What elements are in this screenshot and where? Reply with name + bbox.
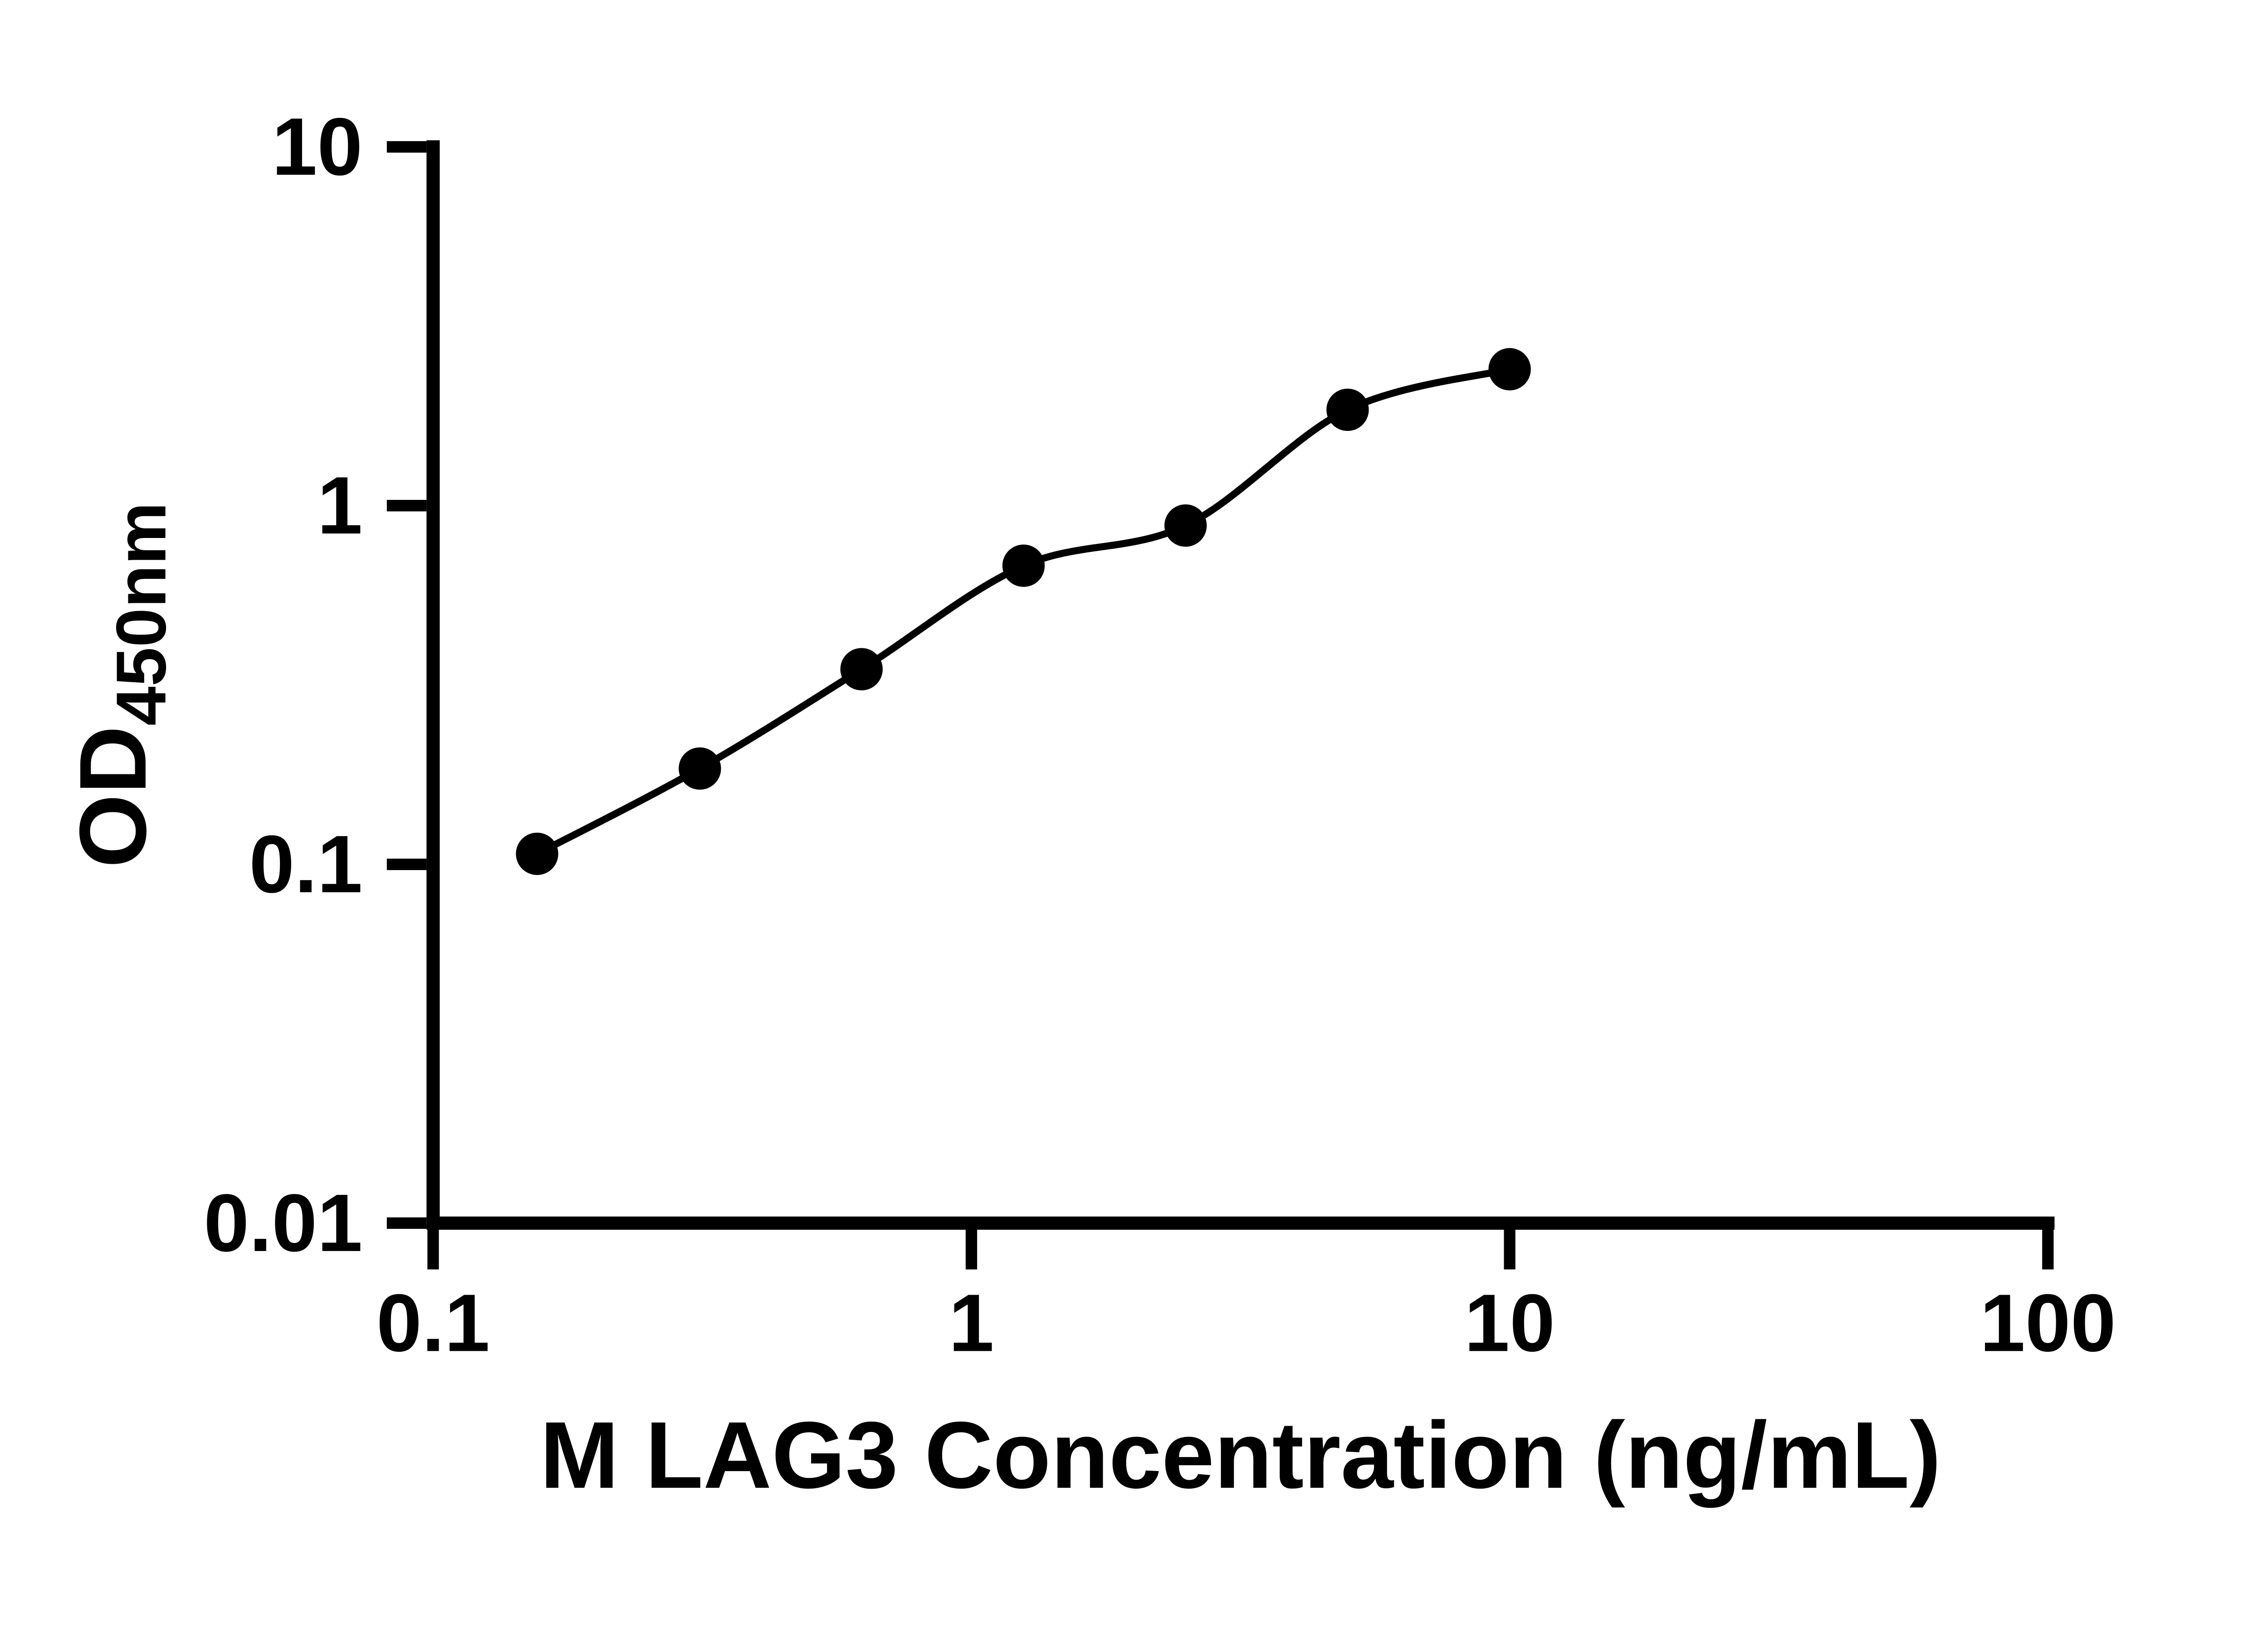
data-point <box>1164 504 1207 547</box>
data-point <box>679 747 721 790</box>
x-tick-label: 1 <box>948 1277 994 1369</box>
data-point <box>840 648 883 690</box>
x-tick-label: 0.1 <box>376 1277 490 1369</box>
x-tick-label: 100 <box>1980 1277 2116 1369</box>
y-tick-label: 1 <box>317 460 362 551</box>
y-tick-label: 10 <box>272 101 362 192</box>
x-axis-title: M LAG3 Concentration (ng/mL) <box>540 1403 1941 1508</box>
y-axis-title: OD450nm <box>60 502 181 868</box>
data-point <box>1488 348 1531 391</box>
data-point <box>1326 388 1369 431</box>
y-tick-label: 0.01 <box>204 1178 362 1269</box>
elisa-standard-curve-figure: 0.01 0.1 1 10 0.1 1 10 100 M LAG3 Concentration … <box>60 101 2116 1508</box>
y-tick-label: 0.1 <box>249 819 362 910</box>
x-tick-label: 10 <box>1464 1277 1555 1369</box>
data-point <box>1002 544 1045 587</box>
data-point <box>516 832 558 875</box>
axis-lines <box>426 140 2055 1230</box>
